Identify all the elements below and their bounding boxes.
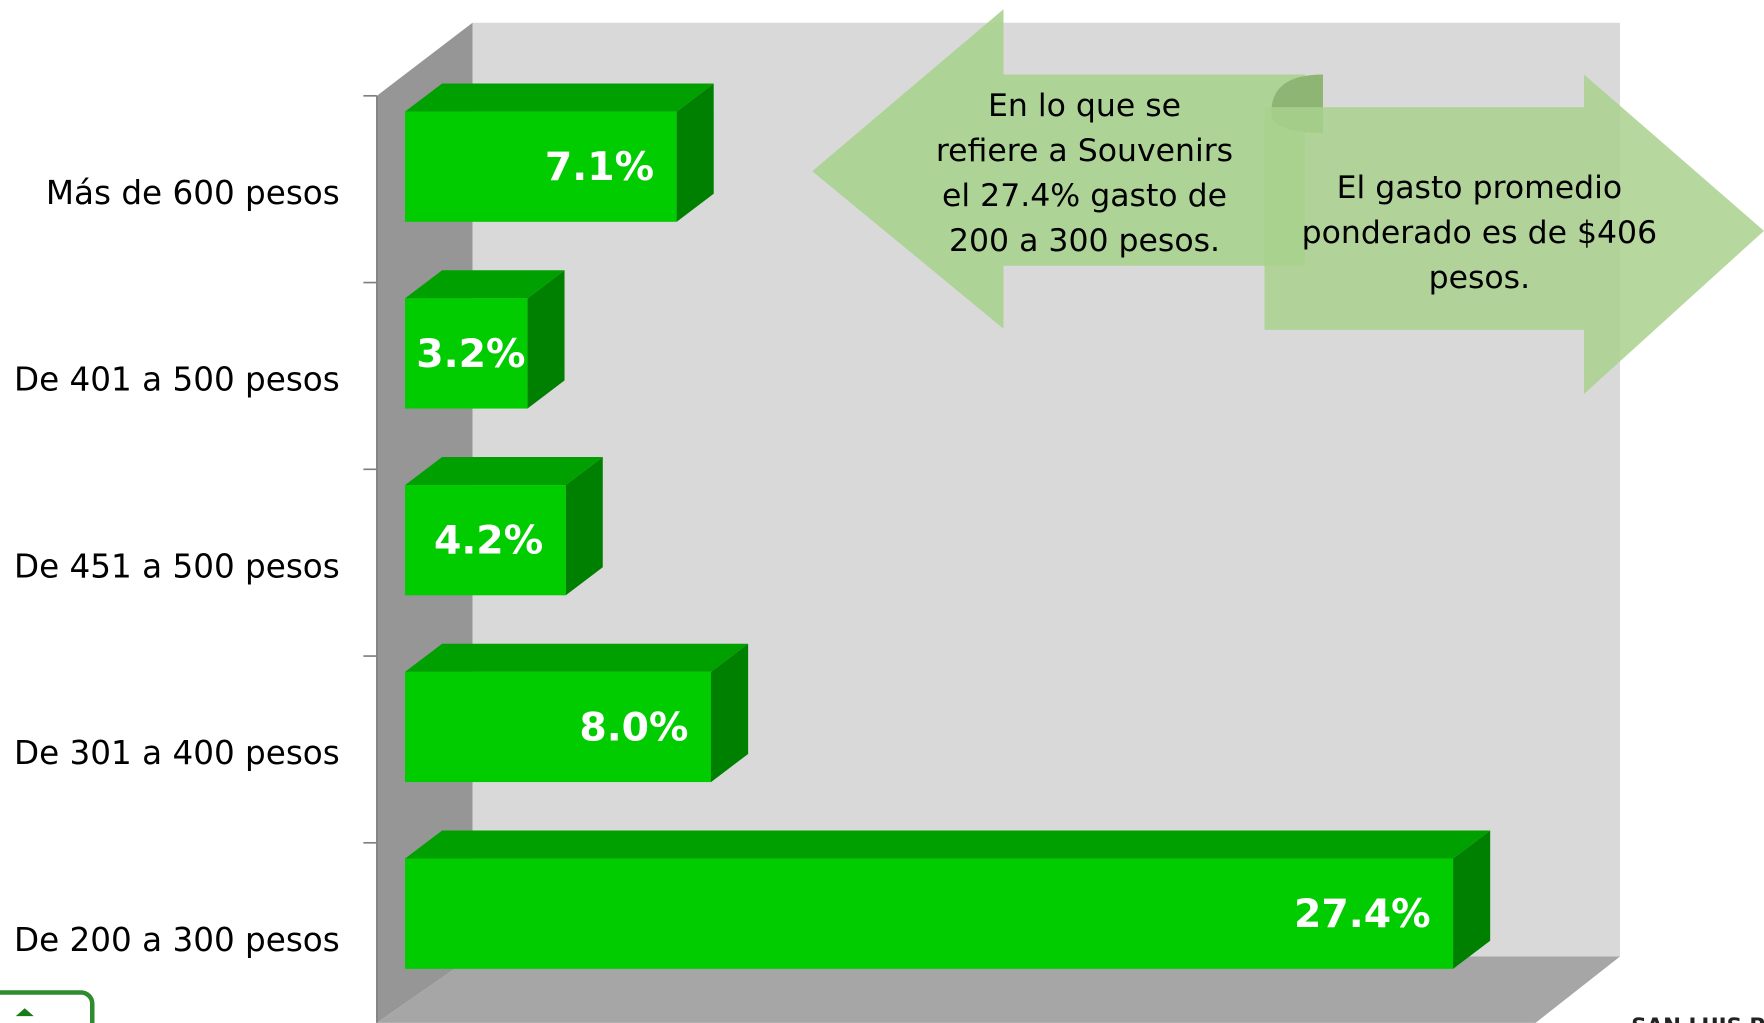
bar-side [1453,830,1491,969]
annotation: pesos. [1429,260,1530,296]
value-label: 4.2% [434,518,543,564]
annotation-arrow-right [1264,74,1764,394]
bar-front [405,111,677,222]
bar-front [405,671,711,783]
bar [405,830,1491,969]
bar-top [405,643,749,672]
bar-side [711,643,749,783]
bar-top [405,456,603,486]
bar-top [405,830,1491,859]
annotation: refiere a Souvenirs [936,133,1233,169]
category-label: De 401 a 500 pesos [14,361,340,399]
bar-side [565,456,603,596]
logo [0,990,95,1023]
logo-icon [15,1008,34,1017]
value-label: 3.2% [416,331,525,377]
category-label: Más de 600 pesos [46,174,340,212]
value-label: 8.0% [579,704,688,750]
bar-front [405,858,1454,969]
marks: 7.1% Más de 600 pesos 3.2% De 401 a 500 pes… [14,83,1658,969]
category-label: De 301 a 400 pesos [14,734,340,772]
bar-front [405,298,528,409]
annotation: El gasto promedio [1337,170,1623,206]
bar [405,270,565,409]
value-label: 27.4% [1294,891,1431,937]
annotation: 200 a 300 pesos. [949,223,1220,259]
footer: SAN LUIS PO [1631,1014,1764,1023]
category-label: De 200 a 300 pesos [14,921,340,959]
bar-top [405,270,565,299]
value-label: 7.1% [545,144,654,190]
bar-side [527,270,565,409]
floor [376,956,1620,1023]
category-label: De 451 a 500 pesos [14,547,340,585]
bar-front [405,485,566,596]
annotation: ponderado es de $406 [1302,215,1658,251]
bar [405,83,714,222]
bar [405,643,749,783]
annotation: En lo que se [988,88,1181,124]
bar [405,456,603,596]
annotation: el 27.4% gasto de [942,178,1227,214]
bar-top [405,83,714,112]
bar-side [676,83,714,222]
